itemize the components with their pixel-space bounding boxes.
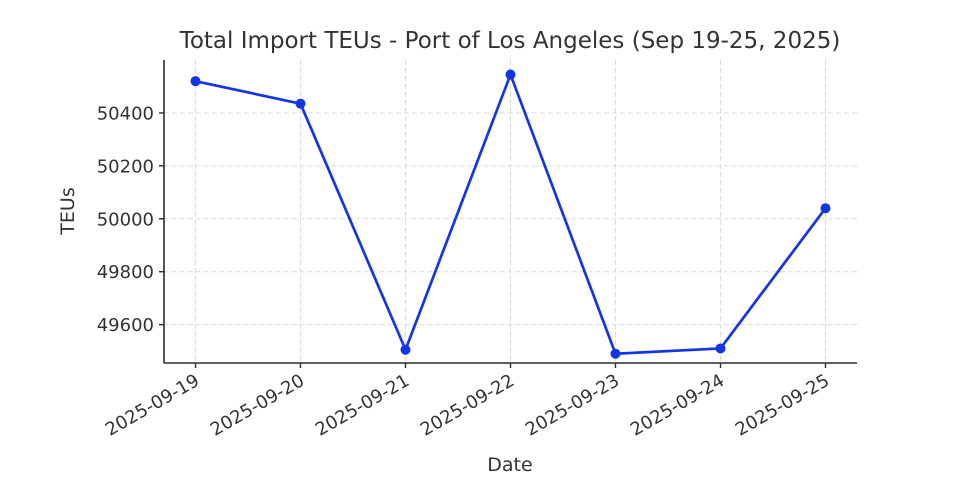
- y-tick-label: 49800: [97, 262, 154, 283]
- data-point: [190, 76, 201, 87]
- x-tick-label: 2025-09-19: [102, 370, 203, 440]
- x-tick-label: 2025-09-20: [207, 370, 308, 440]
- y-tick-label: 49600: [97, 315, 154, 336]
- data-point: [610, 348, 621, 359]
- y-axis-title: TEUs: [57, 187, 79, 235]
- chart-title: Total Import TEUs - Port of Los Angeles …: [179, 28, 841, 54]
- x-tick-label: 2025-09-24: [627, 370, 728, 440]
- x-axis-title: Date: [487, 454, 532, 476]
- data-point: [715, 343, 726, 354]
- axes-layer: [159, 60, 857, 368]
- data-point: [400, 344, 411, 355]
- y-tick-label: 50000: [97, 209, 154, 230]
- y-tick-label: 50400: [97, 103, 154, 124]
- data-point: [505, 69, 516, 80]
- grid-layer: [164, 60, 857, 363]
- data-point: [820, 203, 831, 214]
- x-tick-label: 2025-09-25: [732, 370, 833, 440]
- x-tick-label: 2025-09-21: [312, 370, 413, 440]
- series-layer: [190, 69, 831, 359]
- x-tick-label: 2025-09-22: [417, 370, 518, 440]
- y-tick-label: 50200: [97, 156, 154, 177]
- data-point: [295, 98, 306, 109]
- x-tick-label: 2025-09-23: [522, 370, 623, 440]
